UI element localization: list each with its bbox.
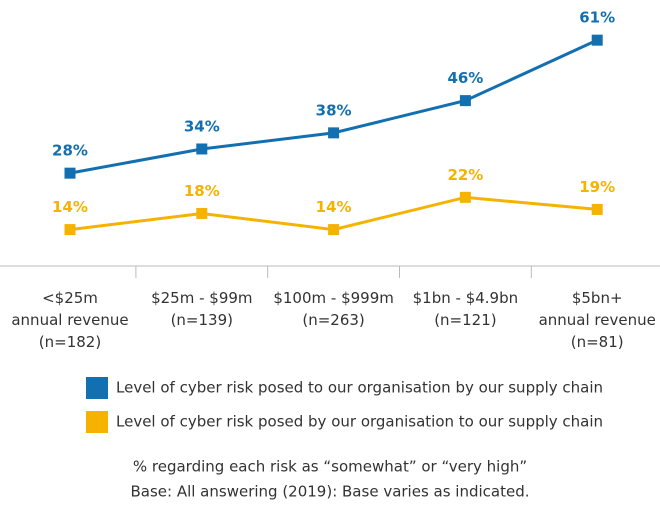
point-marker	[591, 203, 603, 215]
value-label: 28%	[52, 142, 88, 160]
footnote: % regarding each risk as “somewhat” or “…	[133, 458, 527, 476]
point-marker	[64, 224, 76, 236]
x-tick-label: $25m - $99m (n=139)	[151, 289, 252, 329]
value-label: 19%	[579, 178, 615, 196]
point-marker	[196, 207, 208, 219]
x-tick-label: <$25m annual revenue (n=182)	[11, 289, 128, 351]
point-marker	[459, 191, 471, 203]
legend-label: Level of cyber risk posed by our organis…	[116, 413, 603, 431]
value-label: 14%	[52, 198, 88, 216]
point-marker	[196, 143, 208, 155]
legend-label: Level of cyber risk posed to our organis…	[116, 379, 603, 397]
x-tick-label: $5bn+ annual revenue (n=81)	[539, 289, 656, 351]
x-tick-label: $100m - $999m (n=263)	[273, 289, 394, 329]
point-marker	[591, 34, 603, 46]
value-label: 61%	[579, 9, 615, 27]
point-marker	[328, 127, 340, 139]
point-marker	[328, 224, 340, 236]
value-label: 38%	[316, 101, 352, 119]
value-label: 18%	[184, 182, 220, 200]
value-label: 34%	[184, 117, 220, 135]
value-label: 46%	[447, 69, 483, 87]
point-marker	[459, 95, 471, 107]
value-label: 22%	[447, 166, 483, 184]
point-marker	[64, 167, 76, 179]
legend-swatch	[86, 377, 108, 399]
footnote: Base: All answering (2019): Base varies …	[130, 483, 529, 501]
x-tick-label: $1bn - $4.9bn (n=121)	[413, 289, 519, 329]
value-label: 14%	[316, 198, 352, 216]
legend-swatch	[86, 411, 108, 433]
